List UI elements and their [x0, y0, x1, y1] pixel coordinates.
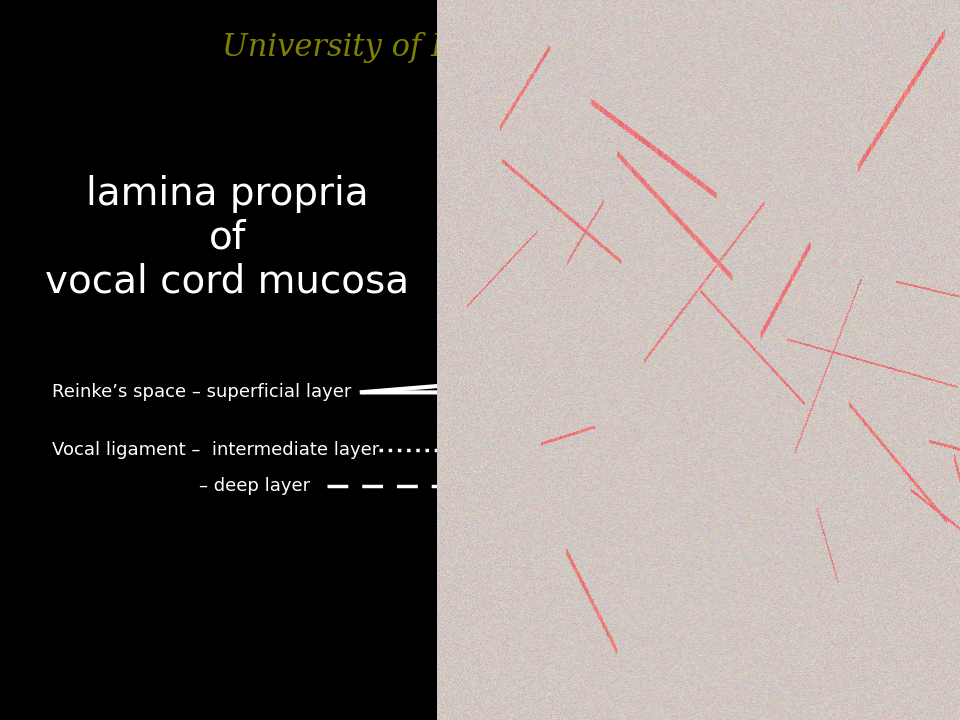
- Text: lamina propria
of
vocal cord mucosa: lamina propria of vocal cord mucosa: [45, 175, 409, 301]
- Text: University of Iowa Otolaryngology: University of Iowa Otolaryngology: [222, 32, 753, 63]
- Text: Vocal ligament –  intermediate layer: Vocal ligament – intermediate layer: [53, 441, 380, 459]
- Text: Reinke’s space – superficial layer: Reinke’s space – superficial layer: [53, 383, 352, 402]
- FancyBboxPatch shape: [444, 0, 960, 720]
- Text: – deep layer: – deep layer: [199, 477, 310, 495]
- Text: true vocal cord: true vocal cord: [544, 336, 733, 356]
- Text: false vocal cord: false vocal cord: [559, 156, 756, 176]
- Text: thyroid cartilage: thyroid cartilage: [898, 305, 918, 516]
